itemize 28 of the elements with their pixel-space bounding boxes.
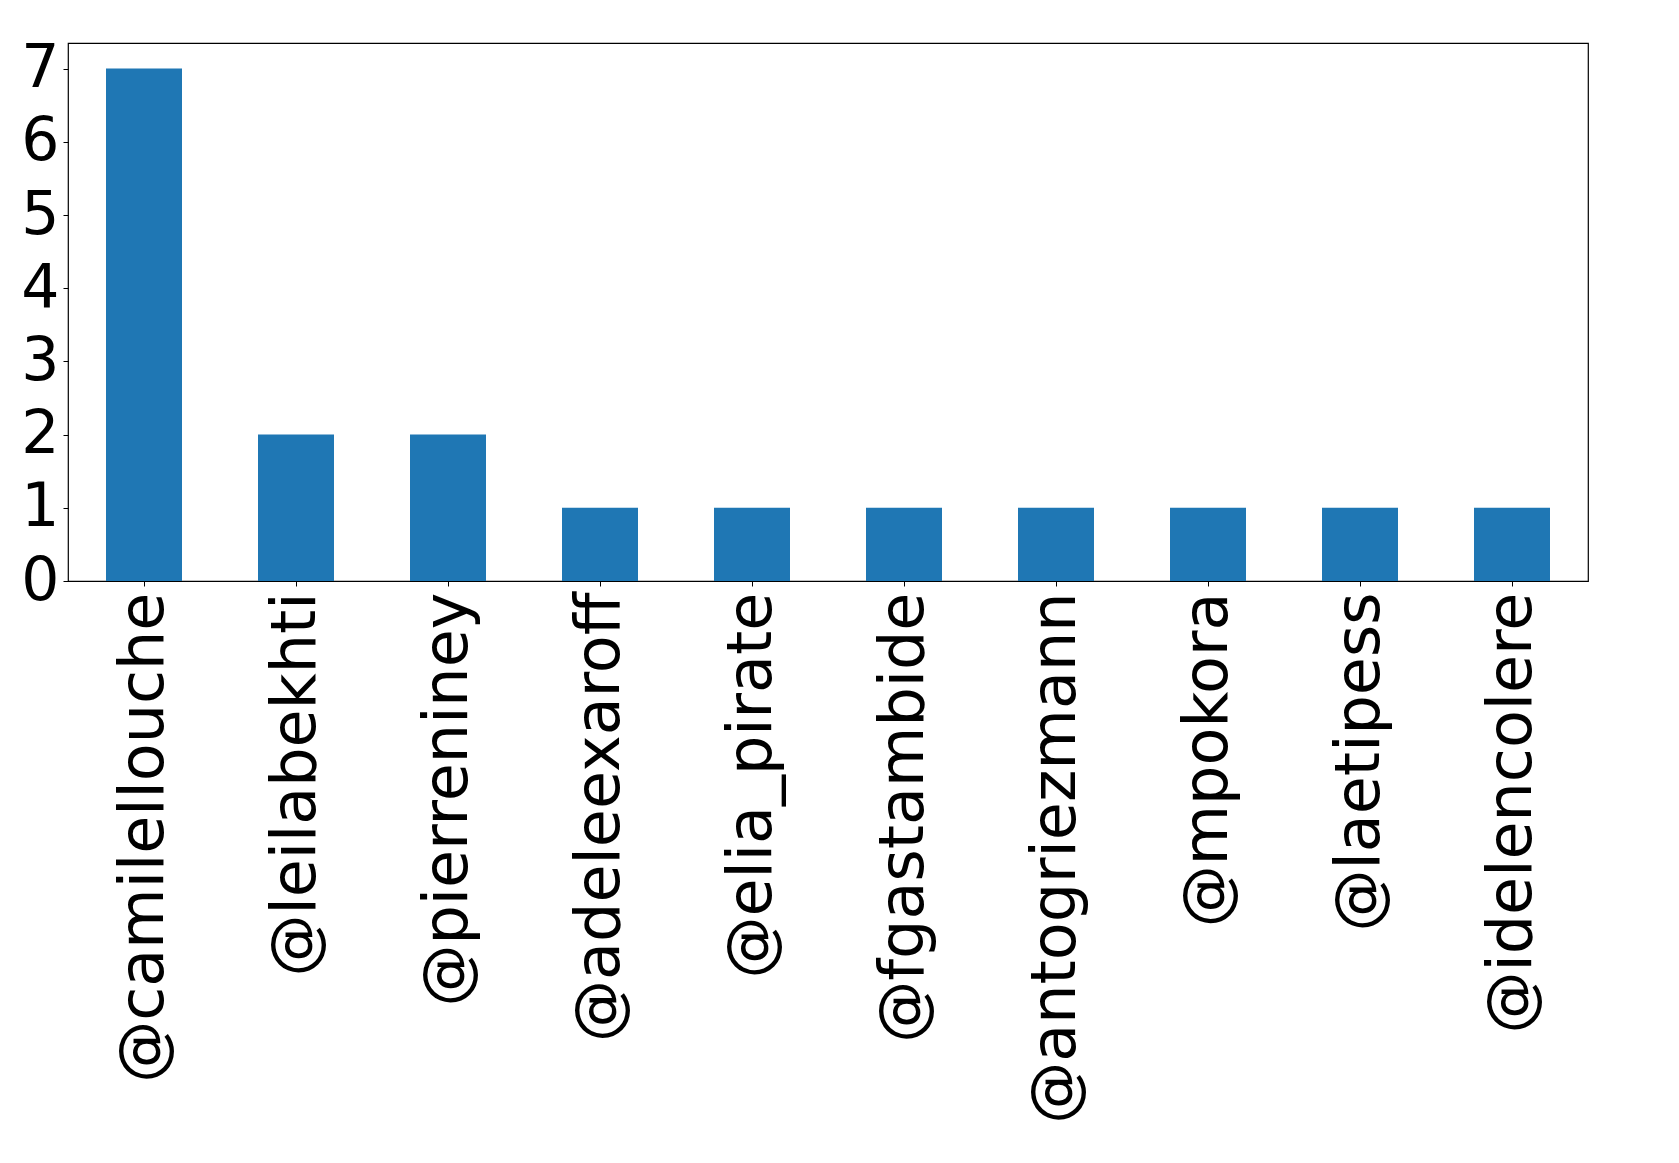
x-tick-label: @camilellouche [105,592,178,1083]
y-tick-label: 0 [21,543,60,614]
x-tick-label: @adeleexaroff [561,591,634,1042]
bar [714,507,790,581]
y-tick-label: 7 [21,31,60,102]
x-tick-label: @leilabekhti [257,592,330,977]
x-tick-label: @mpokora [1169,592,1242,928]
y-tick-label: 6 [21,104,60,175]
y-tick-label: 1 [21,470,60,541]
y-tick-label: 2 [21,397,60,468]
bar [866,507,942,581]
x-tick-label: @fgastambide [865,592,938,1043]
x-tick-label: @idelencolere [1473,592,1546,1034]
x-tick-label: @elia_pirate [713,592,786,979]
y-tick-label: 3 [21,323,60,394]
y-tick-label: 5 [21,177,60,248]
bar [410,434,486,581]
x-tick-label: @pierreniney [409,592,482,1007]
bar [1170,507,1246,581]
bar [1322,507,1398,581]
bar [1474,507,1550,581]
bar [1018,507,1094,581]
bar [562,507,638,581]
x-tick-label: @antogriezmann [1017,592,1090,1124]
bar [258,434,334,581]
bar [106,68,182,581]
y-tick-label: 4 [21,250,60,321]
x-tick-label: @laetipess [1321,592,1394,932]
